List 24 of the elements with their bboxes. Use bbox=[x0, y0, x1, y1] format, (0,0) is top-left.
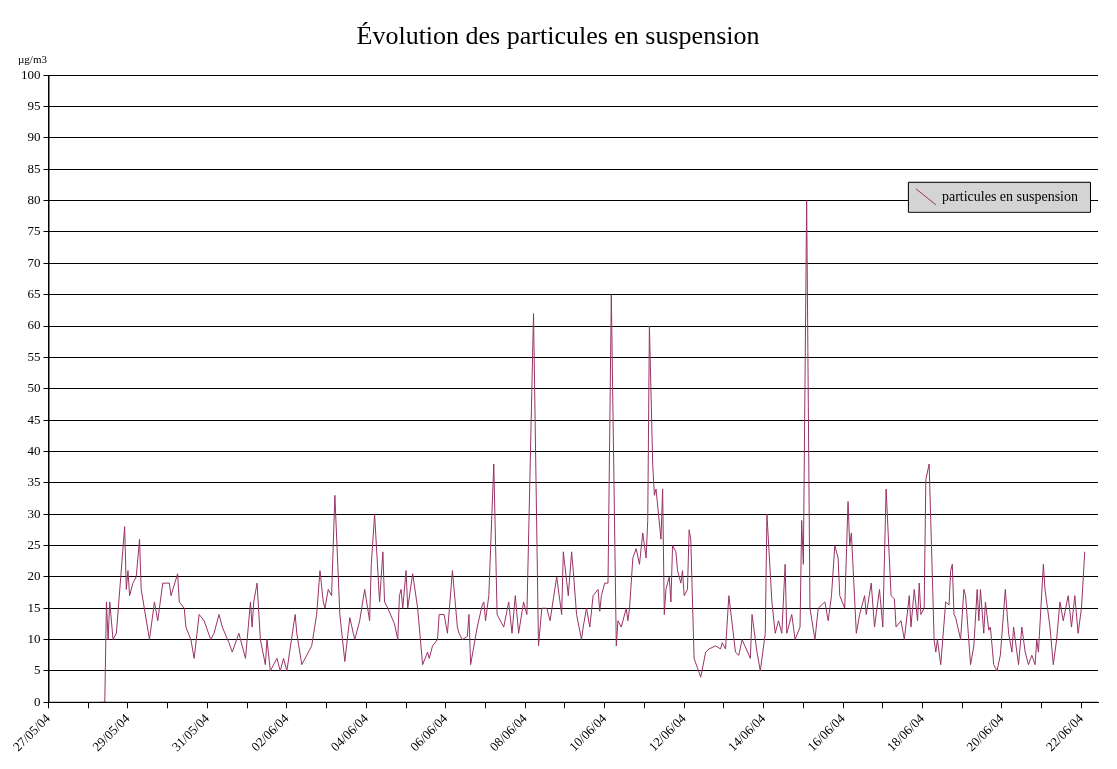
y-tick-label: 40 bbox=[27, 442, 41, 458]
y-tick-label: 20 bbox=[27, 568, 41, 584]
y-tick-label: 85 bbox=[27, 160, 41, 176]
y-tick-label: 55 bbox=[27, 348, 41, 364]
y-tick-label: 45 bbox=[27, 411, 41, 427]
y-tick-label: 0 bbox=[34, 693, 41, 709]
y-tick-label: 80 bbox=[27, 192, 41, 208]
y-tick-label: 100 bbox=[21, 66, 41, 82]
y-tick-label: 15 bbox=[27, 599, 41, 615]
y-tick-label: 30 bbox=[27, 505, 41, 521]
y-tick-label: 25 bbox=[27, 536, 41, 552]
y-tick-label: 35 bbox=[27, 474, 41, 490]
y-tick-label: 50 bbox=[27, 380, 41, 396]
y-tick-label: 90 bbox=[27, 129, 41, 145]
y-tick-label: 95 bbox=[27, 97, 41, 113]
y-tick-label: 65 bbox=[27, 286, 41, 302]
y-axis-title: µg/m3 bbox=[18, 52, 48, 65]
legend-label: particules en suspension bbox=[941, 189, 1079, 205]
y-tick-label: 10 bbox=[27, 631, 41, 646]
y-tick-label: 75 bbox=[27, 223, 41, 239]
chart-title: Évolution des particules en suspension bbox=[356, 21, 760, 51]
y-tick-label: 5 bbox=[34, 662, 41, 678]
y-tick-label: 70 bbox=[27, 254, 41, 270]
y-tick-label: 60 bbox=[27, 317, 41, 333]
